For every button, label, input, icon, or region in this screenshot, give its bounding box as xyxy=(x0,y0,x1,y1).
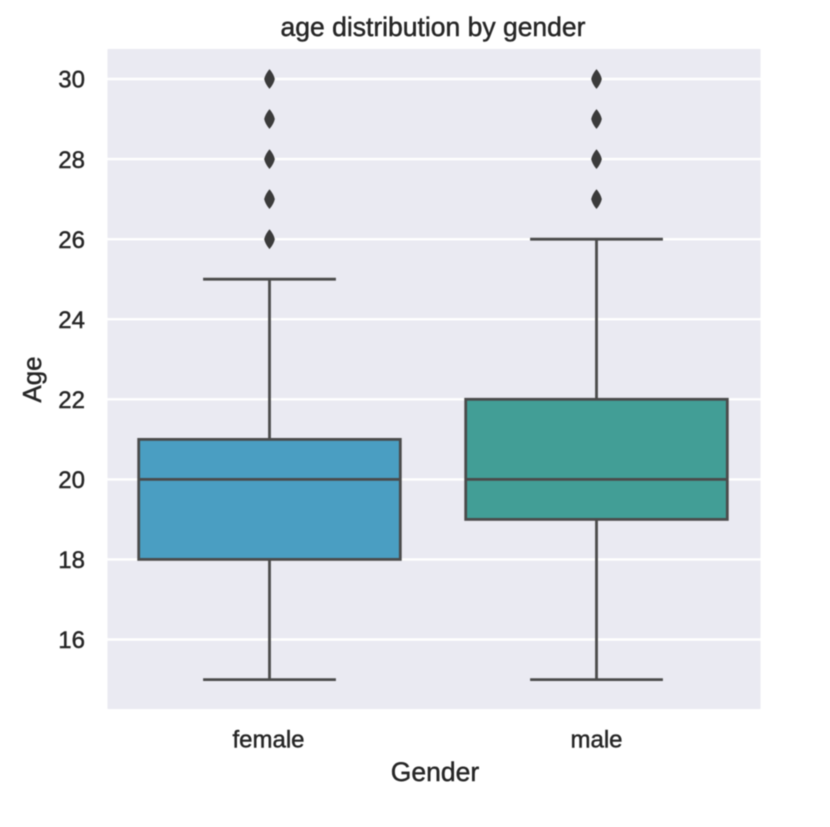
svg-text:30: 30 xyxy=(58,67,85,94)
svg-text:Gender: Gender xyxy=(391,757,480,787)
svg-text:22: 22 xyxy=(58,387,85,414)
svg-text:28: 28 xyxy=(58,147,85,174)
svg-text:18: 18 xyxy=(58,547,85,574)
svg-text:Age: Age xyxy=(17,356,47,402)
svg-text:female: female xyxy=(232,727,304,754)
svg-text:age distribution by gender: age distribution by gender xyxy=(281,12,586,42)
svg-text:16: 16 xyxy=(58,627,85,654)
svg-text:26: 26 xyxy=(58,227,85,254)
svg-text:male: male xyxy=(570,727,622,754)
svg-text:24: 24 xyxy=(58,307,85,334)
svg-text:20: 20 xyxy=(58,467,85,494)
